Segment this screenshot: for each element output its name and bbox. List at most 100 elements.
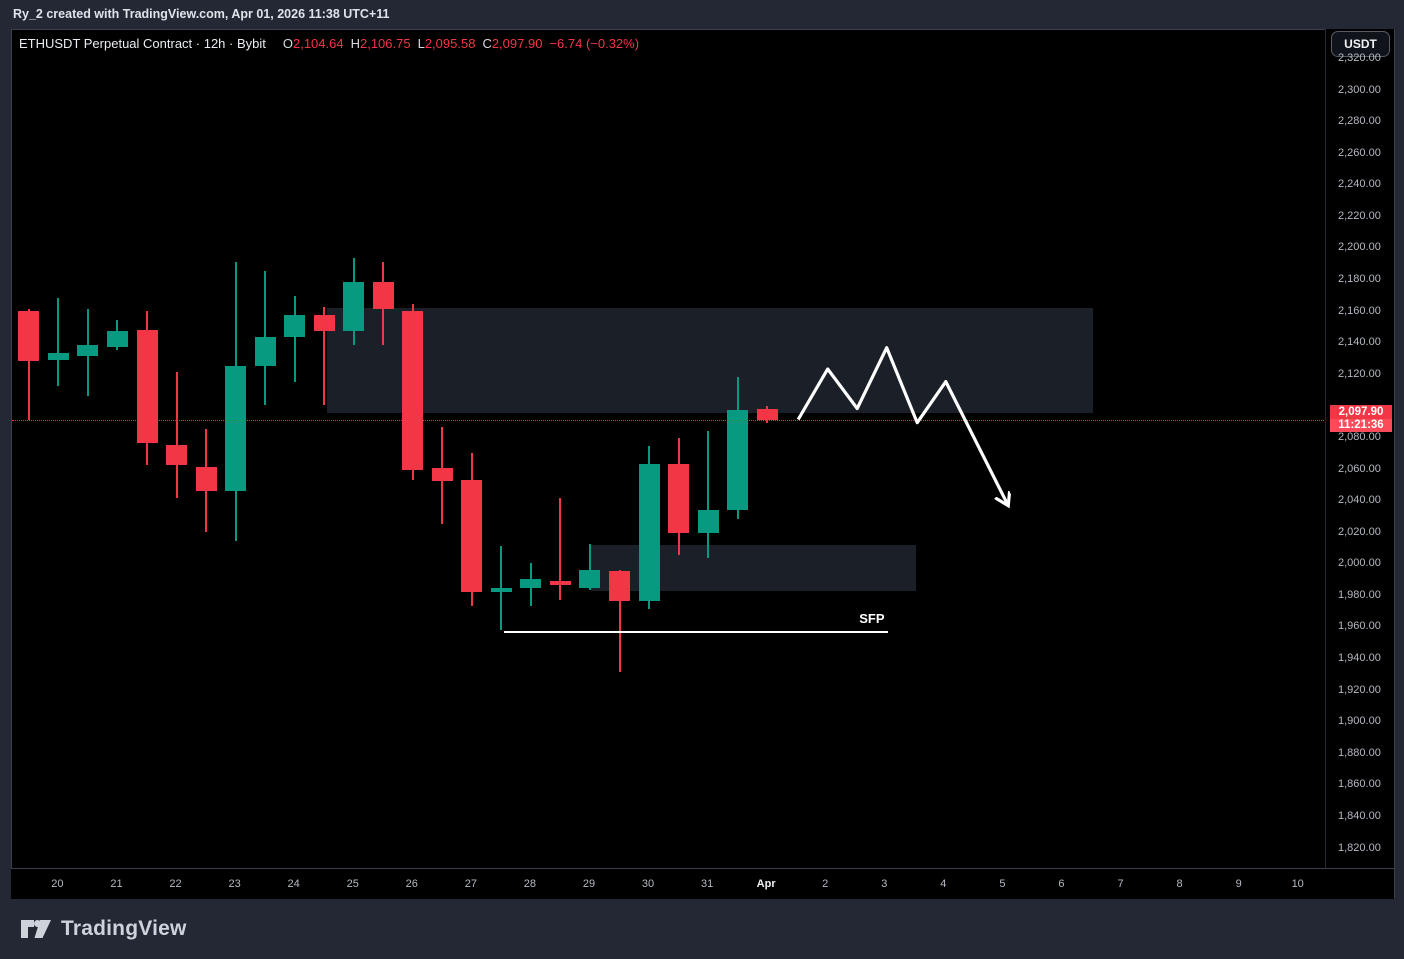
candle — [668, 463, 690, 534]
price-tick-label: 2,260.00 — [1338, 146, 1381, 159]
currency-toggle-button[interactable]: USDT — [1331, 31, 1390, 57]
last-price-value: 2,097.90 — [1330, 404, 1392, 419]
candle — [609, 571, 630, 602]
close-label: C — [482, 36, 492, 51]
time-tick-label: 6 — [1058, 878, 1065, 890]
price-tick-label: 2,320.00 — [1338, 52, 1381, 64]
ohlc-readout: O2,104.64 H2,106.75 L2,095.58 C2,097.90 −6.7… — [276, 36, 639, 51]
candle — [166, 444, 188, 466]
candle — [106, 331, 128, 347]
price-tick-label: 2,080.00 — [1338, 430, 1381, 443]
candle — [313, 315, 335, 332]
time-tick-label: 4 — [940, 878, 947, 890]
high-label: H — [350, 36, 360, 51]
bar-countdown: 11:21:36 — [1330, 418, 1392, 432]
candle-wick — [27, 309, 30, 420]
time-tick-label: 23 — [228, 878, 241, 890]
candle — [549, 580, 571, 586]
tradingview-logo-icon[interactable] — [20, 918, 52, 940]
time-tick-label: 29 — [582, 878, 596, 890]
candle — [372, 282, 394, 309]
time-tick-label: 25 — [346, 878, 359, 890]
candle — [697, 509, 719, 534]
candle — [727, 410, 749, 510]
chart-pane[interactable]: ETHUSDT Perpetual Contract · 12h · Bybit… — [11, 29, 1325, 868]
high-value: 2,106.75 — [359, 36, 411, 51]
time-tick-label: 30 — [641, 878, 655, 890]
price-tick-label: 1,840.00 — [1338, 809, 1381, 822]
price-tick-label: 2,200.00 — [1338, 241, 1381, 254]
right-edge-strip — [1394, 29, 1404, 898]
price-tick-label: 2,220.00 — [1338, 209, 1381, 222]
candle-wick — [500, 545, 503, 630]
supply-zone[interactable] — [327, 308, 1094, 414]
price-tick-label: 1,880.00 — [1338, 746, 1381, 759]
candle — [490, 588, 512, 592]
time-tick-label: 31 — [700, 878, 714, 890]
time-tick-label: 27 — [464, 878, 477, 890]
candle — [77, 345, 99, 357]
price-tick-label: 2,020.00 — [1338, 525, 1381, 538]
candle-wick — [618, 569, 621, 673]
candle-wick — [323, 307, 326, 406]
low-value: 2,095.58 — [424, 36, 476, 51]
time-tick-label: 9 — [1235, 878, 1242, 890]
price-tick-label: 1,900.00 — [1338, 715, 1381, 728]
price-axis[interactable]: USDT 2,097.90 11:21:36 2,320.00 2,300.00 2… — [1326, 29, 1394, 868]
time-tick-label: 3 — [881, 878, 888, 890]
price-tick-label: 1,860.00 — [1338, 778, 1381, 791]
price-tick-label: 2,160.00 — [1338, 304, 1381, 317]
candle — [136, 329, 158, 444]
candle — [402, 310, 424, 471]
last-price-label: 2,097.90 11:21:36 — [1330, 404, 1392, 432]
tradingview-logo-text[interactable]: TradingView — [61, 917, 187, 940]
time-tick-label: 8 — [1176, 878, 1183, 890]
candle-wick — [559, 498, 562, 600]
candle — [254, 337, 276, 366]
time-tick-label: 20 — [51, 878, 64, 890]
price-tick-label: 1,980.00 — [1338, 588, 1381, 601]
sfp-line[interactable] — [504, 631, 889, 633]
candle-wick — [707, 430, 710, 559]
open-value: 2,104.64 — [292, 36, 344, 51]
price-tick-label: 1,920.00 — [1338, 683, 1381, 696]
price-tick-label: 1,820.00 — [1338, 841, 1381, 854]
candle — [579, 569, 601, 589]
attribution-bar: Ry_2 created with TradingView.com, Apr 0… — [0, 0, 1404, 29]
symbol-title[interactable]: ETHUSDT Perpetual Contract · 12h · Bybit — [19, 36, 266, 51]
candle-wick — [175, 372, 178, 499]
candle-wick — [293, 296, 296, 382]
projection-arrow[interactable] — [12, 30, 1325, 868]
candle-wick — [57, 297, 60, 387]
candle — [431, 468, 453, 482]
symbol-header: ETHUSDT Perpetual Contract · 12h · Bybit… — [19, 36, 639, 51]
time-tick-label: 5 — [999, 878, 1006, 890]
attribution-text: Ry_2 created with TradingView.com, Apr 0… — [13, 7, 390, 21]
footer-bar: TradingView — [0, 899, 1404, 959]
price-tick-label: 2,280.00 — [1338, 115, 1381, 128]
price-tick-label: 2,060.00 — [1338, 462, 1381, 475]
candle — [195, 466, 217, 491]
time-axis[interactable]: 20 21 22 23 24 25 26 27 28 29 30 31 Apr 2 3 4 5 6 7 8 9 10 — [11, 868, 1394, 899]
time-tick-label: 22 — [169, 878, 182, 890]
candle — [47, 353, 69, 360]
sfp-label[interactable]: SFP — [859, 611, 885, 627]
change-value: −6.74 (−0.32%) — [549, 36, 640, 51]
price-tick-label: 1,960.00 — [1338, 620, 1381, 633]
time-tick-label: 24 — [287, 878, 300, 890]
price-tick-label: 2,040.00 — [1338, 494, 1381, 507]
current-price-line — [12, 419, 1325, 421]
price-tick-label: 2,140.00 — [1338, 336, 1381, 349]
time-tick-label: Apr — [756, 878, 776, 890]
close-value: 2,097.90 — [491, 36, 543, 51]
time-tick-label: 21 — [110, 878, 123, 890]
candle — [284, 315, 306, 338]
time-tick-label: 28 — [523, 878, 537, 890]
low-label: L — [417, 36, 425, 51]
candle — [225, 365, 247, 491]
price-tick-label: 1,940.00 — [1338, 652, 1381, 665]
price-tick-label: 2,180.00 — [1338, 273, 1381, 286]
candle — [638, 463, 660, 602]
candle — [343, 282, 365, 332]
